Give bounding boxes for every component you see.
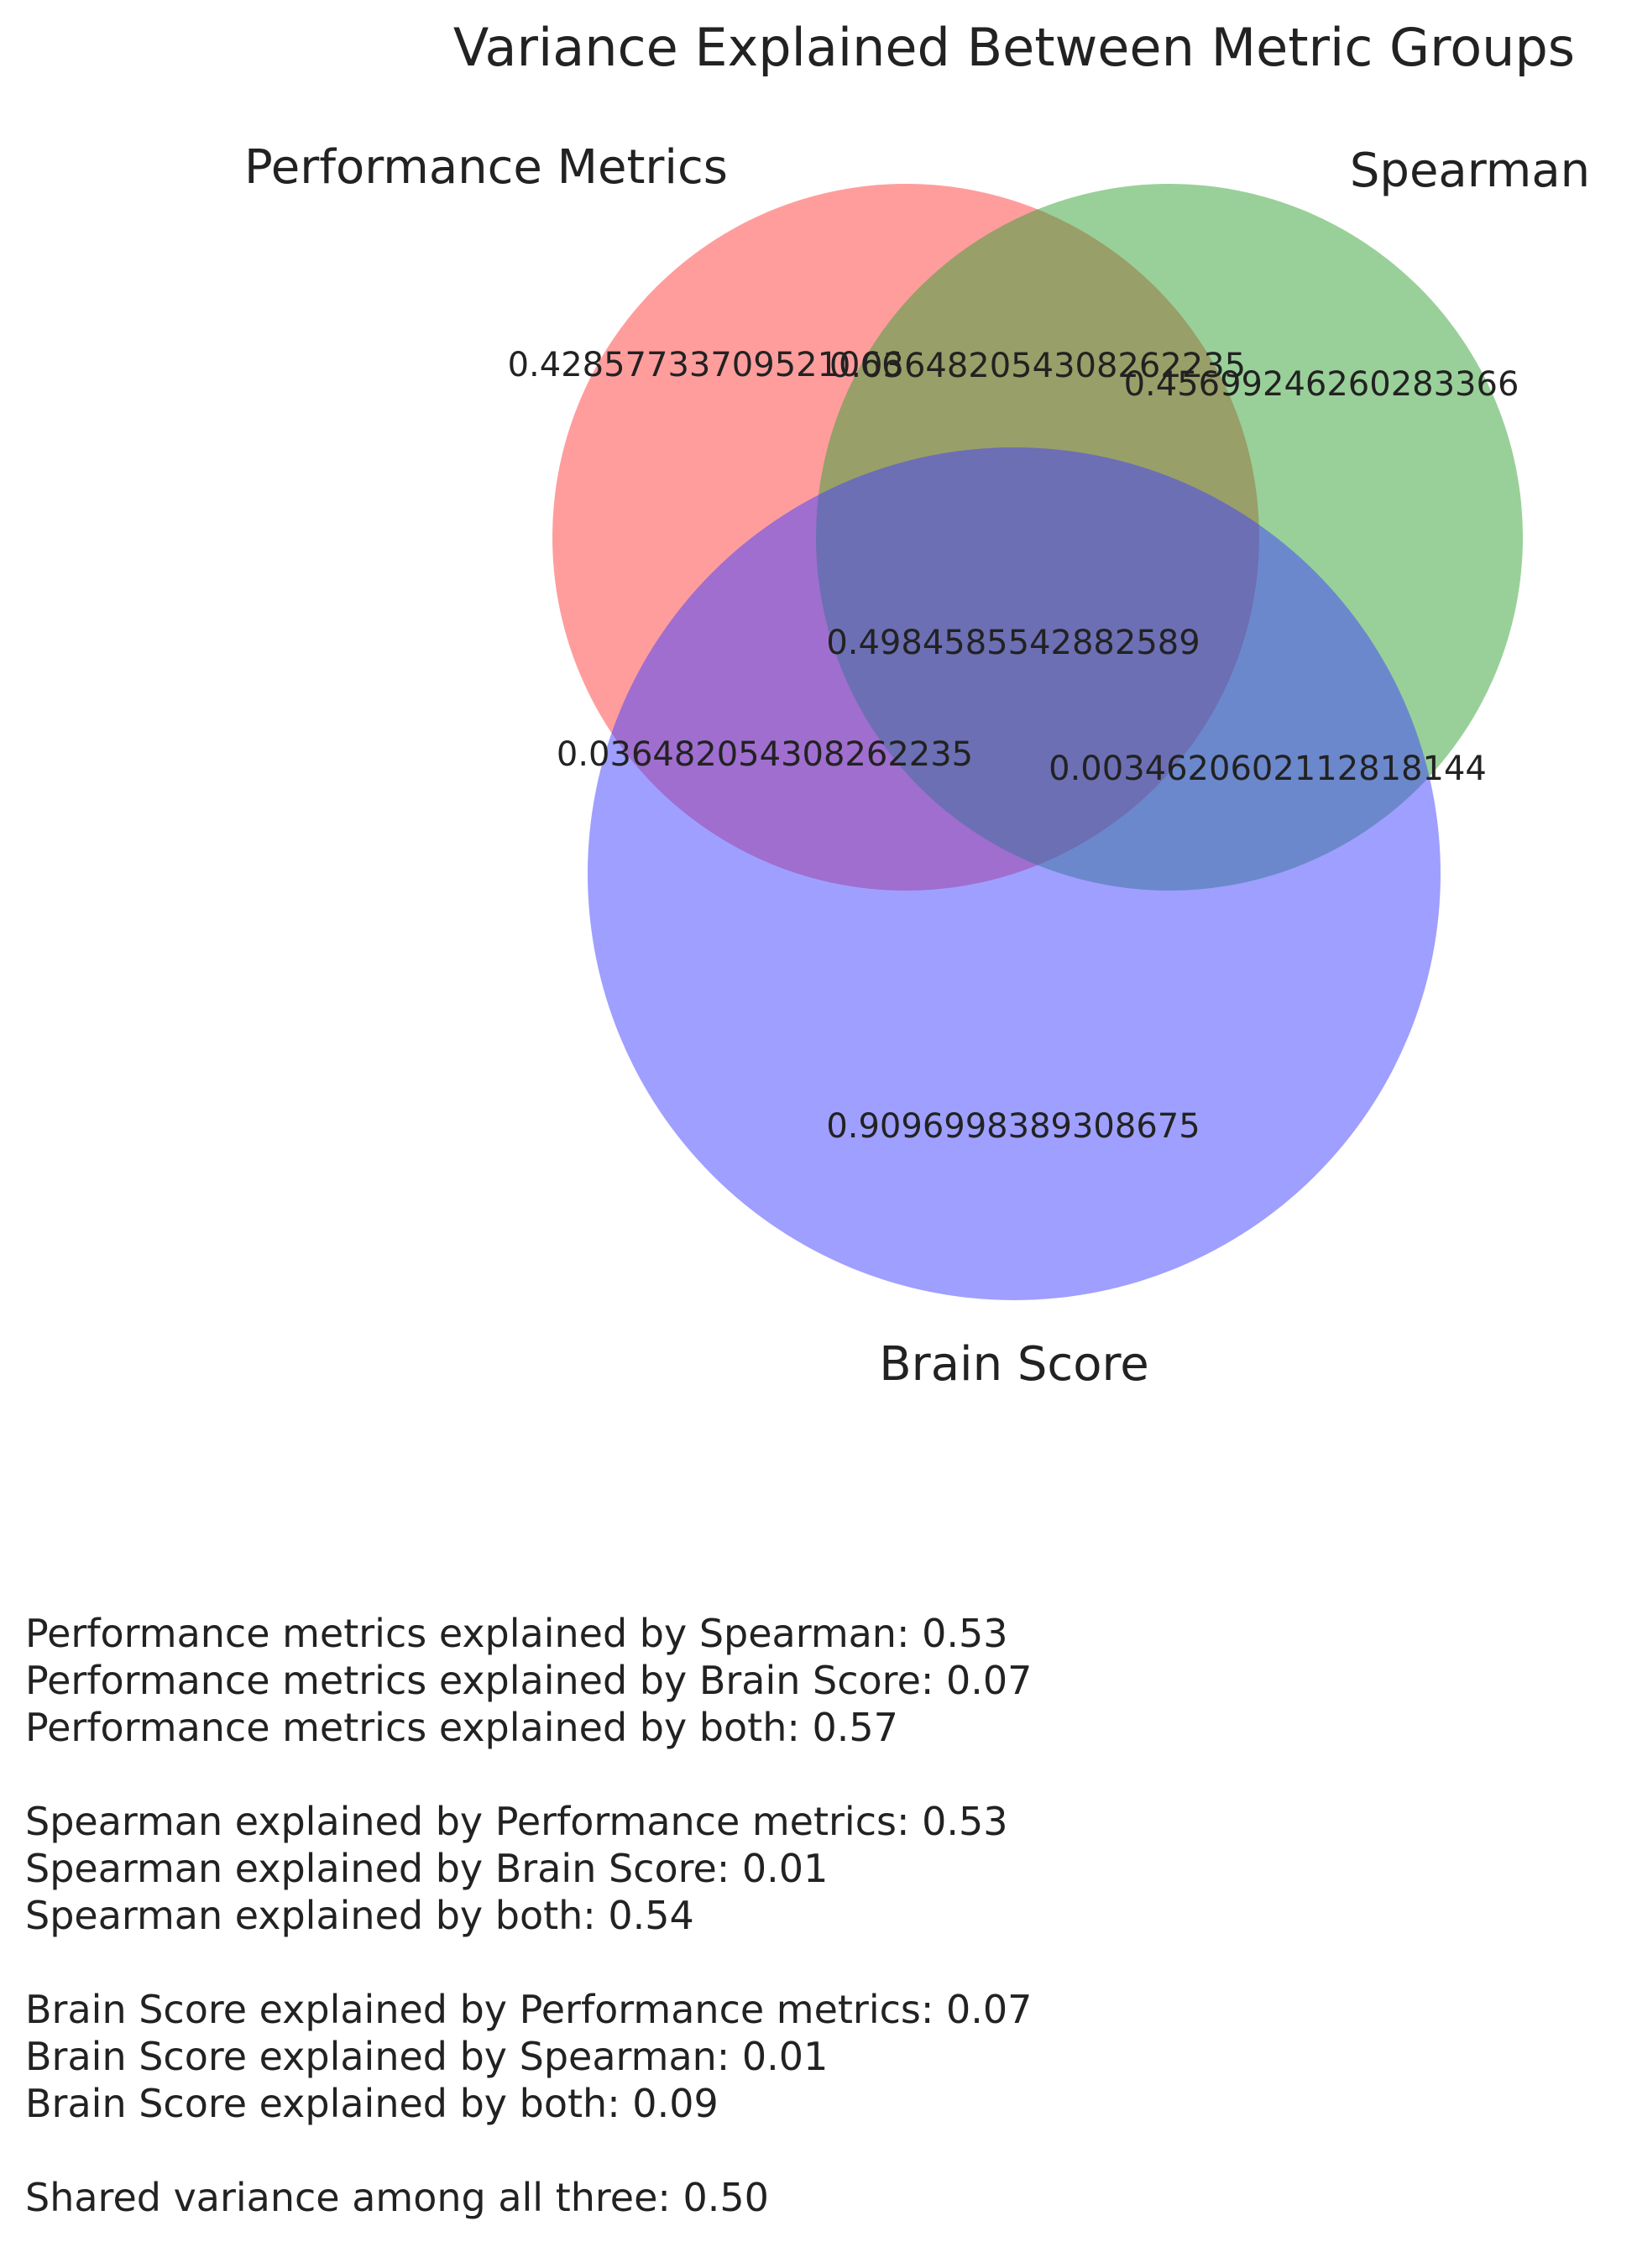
summary-line: Performance metrics explained by both: 0… xyxy=(25,1705,898,1750)
region-performance-only: 0.42857733709521066 xyxy=(508,346,903,384)
region-all-three: 0.4984585542882589 xyxy=(826,624,1200,662)
summary-line: Spearman explained by Brain Score: 0.01 xyxy=(25,1846,829,1891)
set-label-spearman: Spearman xyxy=(1350,144,1590,198)
summary-line: Brain Score explained by Performance met… xyxy=(25,1987,1033,2032)
diagram-title: Variance Explained Between Metric Groups xyxy=(453,17,1575,78)
summary-block-brain-score: Brain Score explained by Performance met… xyxy=(25,1986,1603,2127)
region-spearman-brain: 0.0034620602112818144 xyxy=(1049,750,1487,788)
summary-line: Spearman explained by both: 0.54 xyxy=(25,1893,694,1938)
region-performance-spearman: 0.036482054308262235 xyxy=(829,347,1246,385)
summary-line: Performance metrics explained by Spearma… xyxy=(25,1611,1008,1656)
set-label-brain-score: Brain Score xyxy=(879,1337,1148,1392)
summary-block-shared: Shared variance among all three: 0.50 xyxy=(25,2174,1603,2221)
summary-line: Performance metrics explained by Brain S… xyxy=(25,1658,1033,1703)
region-spearman-only: 0.45699246260283366 xyxy=(1124,365,1519,404)
set-label-performance-metrics: Performance Metrics xyxy=(244,140,728,195)
region-brain-only: 0.9096998389308675 xyxy=(826,1107,1200,1146)
circle-brain-score xyxy=(588,447,1441,1300)
summary-text: Performance metrics explained by Spearma… xyxy=(25,1610,1603,2268)
region-performance-brain: 0.036482054308262235 xyxy=(557,735,973,774)
summary-block-performance: Performance metrics explained by Spearma… xyxy=(25,1610,1603,1751)
summary-line: Shared variance among all three: 0.50 xyxy=(25,2175,769,2220)
summary-line: Brain Score explained by Spearman: 0.01 xyxy=(25,2034,829,2079)
summary-line: Brain Score explained by both: 0.09 xyxy=(25,2081,719,2126)
summary-block-spearman: Spearman explained by Performance metric… xyxy=(25,1798,1603,1939)
summary-line: Spearman explained by Performance metric… xyxy=(25,1799,1008,1844)
